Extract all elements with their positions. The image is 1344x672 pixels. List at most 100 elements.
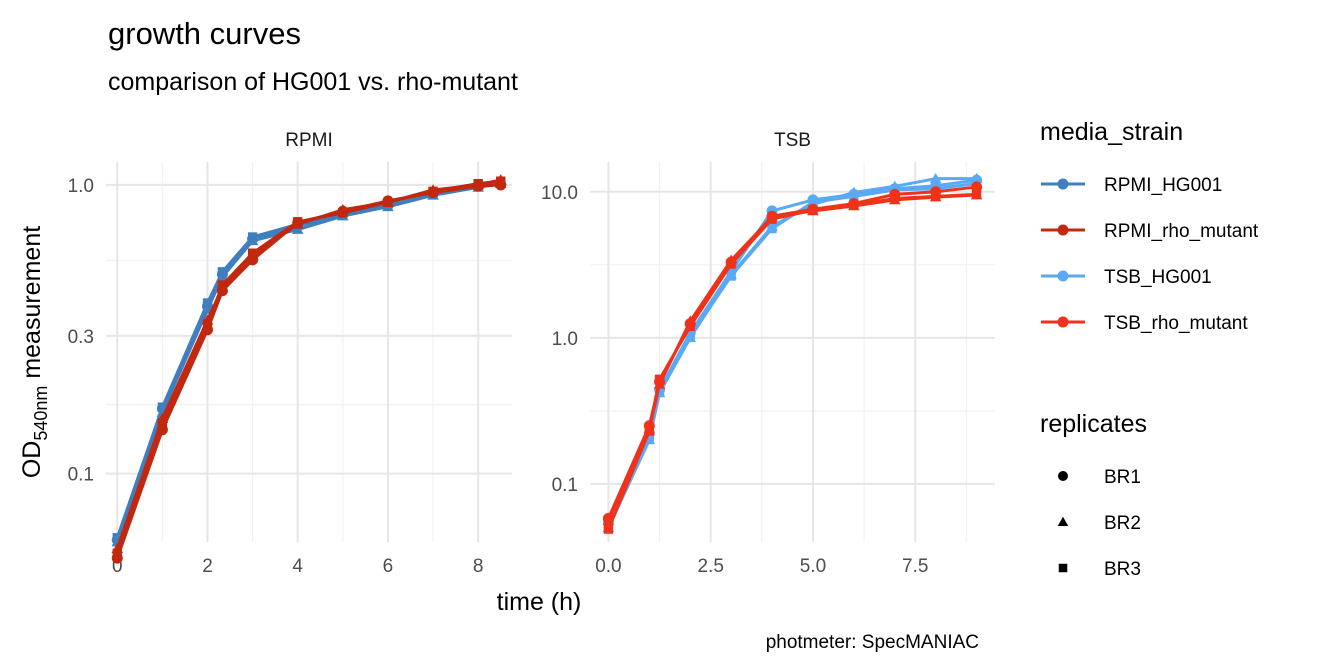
series-line: [607, 182, 977, 526]
data-point: [473, 178, 483, 189]
legend-label: BR1: [1104, 467, 1141, 488]
series-line: [607, 177, 977, 529]
legend-label: BR2: [1104, 513, 1141, 534]
data-point: [603, 524, 614, 534]
series-line: [115, 183, 501, 559]
facet-panel-rpmi: 0 2 4 6 8 0.1 0.3 1.0 RPMI: [68, 130, 512, 577]
x-tick-label: 5.0: [800, 556, 826, 577]
legend-shape-key: [1058, 471, 1068, 481]
series-line: [607, 185, 977, 520]
facet-panels: 0 2 4 6 8 0.1 0.3 1.0 RPMI 0.0 2.5 5.0 7.5 0.1 1.0 10.0…: [68, 130, 995, 577]
data-point: [767, 214, 777, 224]
data-point: [654, 374, 665, 384]
x-tick-label: 8: [473, 556, 484, 577]
color-legend-title: media_strain: [1040, 118, 1183, 146]
data-point: [383, 197, 393, 208]
series-rpmi-hg001-br2: [111, 177, 507, 547]
x-tick-label: 2: [202, 556, 213, 577]
chart-caption: photmeter: SpecMANIAC: [766, 632, 979, 653]
data-point: [202, 298, 213, 308]
data-point: [217, 280, 228, 290]
y-tick-label: 0.1: [68, 465, 94, 486]
legend-item-tsb-hg001: TSB_HG001: [1041, 267, 1212, 288]
data-point: [112, 533, 122, 543]
data-point: [644, 426, 654, 436]
legend-label: BR3: [1104, 559, 1141, 580]
series-rpmi-rho-mutant-br3: [112, 176, 506, 558]
series-line: [607, 178, 977, 523]
legend-label: RPMI_HG001: [1104, 175, 1222, 196]
series-line: [115, 180, 501, 539]
series-rpmi-rho-mutant-br1: [111, 179, 507, 564]
legend-key-point: [1057, 224, 1069, 236]
data-point: [808, 205, 818, 215]
data-point: [654, 386, 665, 397]
data-point: [931, 191, 941, 202]
x-tick-label: 0: [112, 556, 123, 577]
legend-label: RPMI_rho_mutant: [1104, 221, 1259, 242]
shape-legend-title: replicates: [1040, 410, 1147, 438]
legend-key-point: [1057, 270, 1069, 282]
y-axis-title-rest: measurement: [18, 226, 46, 386]
legend-shape-key: [1058, 563, 1068, 573]
legend-item-rpmi-hg001: RPMI_HG001: [1041, 175, 1222, 196]
y-tick-label: 1.0: [68, 176, 94, 197]
data-point: [726, 259, 736, 269]
series-tsb-rho-mutant-br3: [603, 189, 982, 534]
data-point: [157, 402, 168, 412]
data-point: [217, 267, 228, 277]
x-tick-label: 7.5: [902, 556, 928, 577]
series-line: [115, 178, 502, 550]
data-point: [428, 186, 438, 196]
series-rpmi-hg001-br3: [112, 177, 506, 543]
y-axis-title-main: OD: [18, 441, 46, 479]
legend-item-rpmi-rho-mutant: RPMI_rho_mutant: [1041, 221, 1259, 242]
legend-item-br3: BR3: [1058, 559, 1141, 580]
data-point: [808, 197, 818, 207]
legend-label: TSB_HG001: [1104, 267, 1212, 288]
series-line: [607, 193, 977, 522]
data-point: [890, 193, 900, 204]
data-point: [685, 321, 695, 331]
data-point: [971, 181, 983, 193]
series-rpmi-hg001-br1: [111, 179, 507, 546]
legend-item-br2: BR2: [1057, 513, 1141, 534]
data-point: [849, 200, 859, 210]
data-point: [293, 217, 303, 227]
y-tick-label: 1.0: [552, 329, 578, 350]
legend-key-point: [1057, 178, 1069, 190]
data-point: [644, 432, 654, 442]
data-point: [726, 271, 736, 281]
chart-subtitle: comparison of HG001 vs. rho-mutant: [108, 68, 518, 96]
data-point: [112, 548, 122, 558]
series-rpmi-rho-mutant-br2: [111, 174, 507, 553]
data-point: [247, 232, 258, 242]
x-tick-label: 2.5: [697, 556, 723, 577]
legend-key-point: [1057, 316, 1069, 328]
legend-item-tsb-rho-mutant: TSB_rho_mutant: [1041, 313, 1248, 334]
data-point: [929, 172, 942, 184]
series-tsb-hg001-br3: [603, 178, 982, 531]
facet-strip-label: TSB: [774, 130, 811, 151]
series-line: [115, 183, 501, 541]
y-axis-title-subscript: 540nm: [31, 386, 51, 441]
legend: media_strain replicates RPMI_HG001 RPMI_r…: [1040, 118, 1259, 580]
x-tick-label: 0.0: [595, 556, 621, 577]
legend-label: TSB_rho_mutant: [1104, 313, 1248, 334]
x-tick-label: 6: [383, 556, 394, 577]
y-tick-label: 0.3: [68, 327, 94, 348]
y-tick-label: 10.0: [541, 183, 578, 204]
data-point: [971, 189, 982, 200]
series-line: [115, 182, 501, 543]
series-line: [607, 192, 977, 530]
data-point: [849, 191, 859, 202]
data-point: [202, 319, 213, 329]
series-line: [115, 179, 501, 554]
x-tick-label: 4: [292, 556, 303, 577]
data-point: [767, 223, 777, 234]
legend-shape-key: [1057, 516, 1069, 526]
data-point: [247, 248, 258, 258]
data-point: [496, 176, 506, 186]
data-point: [338, 208, 348, 218]
